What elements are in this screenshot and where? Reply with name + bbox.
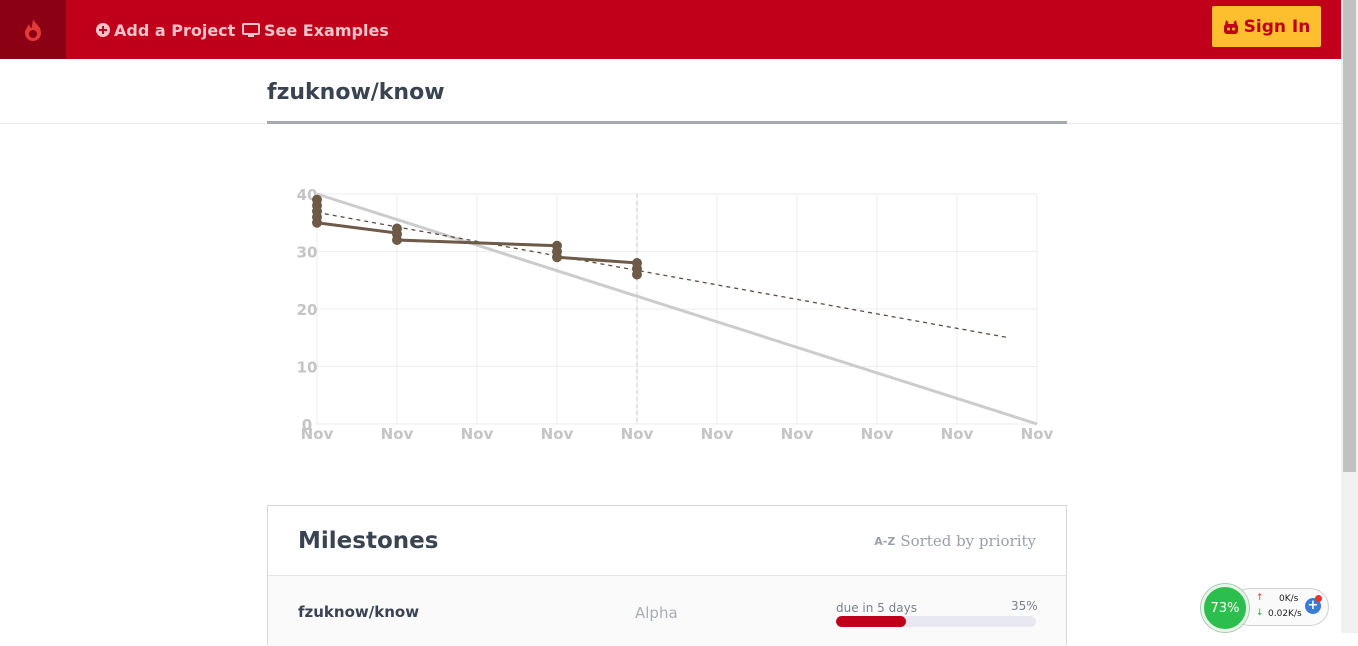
series-line-solid-brown	[316, 221, 638, 265]
add-project-link[interactable]: Add a Project	[96, 20, 235, 40]
data-point	[312, 217, 322, 228]
github-icon	[1223, 19, 1238, 34]
title-bar	[0, 59, 1341, 124]
see-examples-link[interactable]: See Examples	[242, 20, 389, 40]
sign-in-label: Sign In	[1243, 16, 1311, 37]
logo[interactable]	[0, 0, 66, 59]
milestones-header: Milestones A-Z Sorted by priority	[268, 506, 1066, 576]
upload-speed: 0K/s	[1279, 594, 1299, 604]
milestone-percent: 35%	[1011, 599, 1038, 613]
flame-logo-icon	[25, 18, 41, 41]
x-tick-label: Nov	[621, 425, 654, 443]
notification-dot	[1315, 595, 1322, 602]
see-examples-label: See Examples	[264, 20, 389, 40]
sort-toggle[interactable]: A-Z Sorted by priority	[874, 532, 1036, 550]
data-point	[392, 235, 402, 245]
y-tick-label: 30	[297, 244, 318, 262]
sign-in-button[interactable]: Sign In	[1212, 6, 1321, 47]
vertical-scrollbar[interactable]	[1341, 0, 1358, 633]
sort-az-icon: A-Z	[874, 534, 896, 548]
network-monitor-widget[interactable]: ↑ 0K/s ↓ 0.02K/s + 73%	[1201, 584, 1329, 632]
y-tick-label: 20	[297, 301, 318, 319]
title-underline	[267, 121, 1067, 124]
series-line-dashed	[316, 211, 1010, 339]
x-tick-label: Nov	[701, 425, 734, 443]
data-point	[552, 252, 562, 263]
milestone-due: due in 5 days	[836, 601, 917, 615]
x-tick-label: Nov	[541, 425, 574, 443]
milestone-progress-bar	[836, 616, 1036, 627]
milestones-title: Milestones	[298, 528, 439, 554]
upload-arrow-icon: ↑	[1256, 593, 1264, 603]
y-tick-label: 0	[302, 416, 312, 434]
download-speed: 0.02K/s	[1268, 609, 1302, 619]
memory-percent-badge: 73%	[1201, 584, 1249, 632]
top-navbar: Add a Project See Examples Sign In	[0, 0, 1341, 59]
sort-label: Sorted by priority	[900, 532, 1036, 550]
milestones-panel: Milestones A-Z Sorted by priority fzukno…	[267, 505, 1067, 646]
plus-icon[interactable]: +	[1305, 598, 1321, 614]
x-tick-label: Nov	[781, 425, 814, 443]
x-tick-label: Nov	[941, 425, 974, 443]
x-tick-label: Nov	[381, 425, 414, 443]
x-tick-label: Nov	[1021, 425, 1054, 443]
scrollbar-thumb[interactable]	[1343, 0, 1356, 472]
x-tick-label: Nov	[461, 425, 494, 443]
monitor-icon	[242, 22, 260, 37]
x-tick-label: Nov	[861, 425, 894, 443]
list-item: fzuknow/know Alpha due in 5 days 35%	[268, 576, 1066, 646]
x-tick-label: Nov	[301, 425, 334, 443]
progress-fill	[836, 616, 906, 627]
page-title: fzuknow/know	[267, 80, 445, 105]
milestone-name: Alpha	[635, 604, 678, 622]
plus-circle-icon	[96, 23, 110, 37]
data-point	[632, 269, 642, 280]
y-tick-label: 10	[297, 359, 318, 377]
add-project-label: Add a Project	[114, 20, 236, 40]
milestone-project-link[interactable]: fzuknow/know	[298, 603, 420, 621]
download-arrow-icon: ↓	[1256, 608, 1264, 618]
series-line-solid-gray	[316, 192, 1038, 426]
